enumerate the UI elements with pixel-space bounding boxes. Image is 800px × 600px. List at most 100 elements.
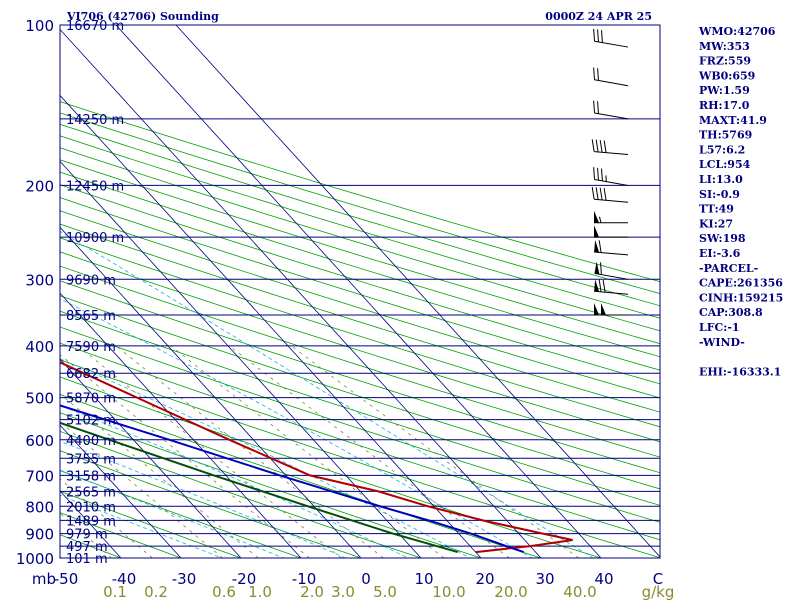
- wind-barb-staff: [594, 79, 629, 87]
- moist-adiabat: [60, 494, 224, 558]
- isotherm: [60, 94, 482, 558]
- mixing-ratio-tick-label: 10.0: [432, 583, 465, 600]
- isotherm: [60, 358, 242, 558]
- wind-barb-full: [593, 28, 596, 42]
- wind-barb-half: [599, 216, 602, 223]
- wind-barb-full: [597, 29, 599, 42]
- dry-adiabat: [60, 394, 543, 558]
- height-label: 1489 m: [66, 514, 116, 529]
- wind-barb-flag: [594, 261, 600, 275]
- temperature-tick-label: -30: [172, 570, 197, 588]
- pressure-tick-label: 400: [25, 338, 54, 356]
- height-label: 2565 m: [66, 485, 116, 500]
- stat-line: FRZ:559: [699, 55, 751, 68]
- parcel-line: [60, 404, 525, 554]
- mixing-ratio-tick-label: 5.0: [373, 583, 397, 600]
- wind-barb-full: [598, 279, 602, 292]
- wind-barb-full: [597, 101, 599, 114]
- moist-adiabat: [60, 440, 347, 558]
- stat-line: WMO:42706: [698, 25, 776, 38]
- temperature-tick-label: -40: [112, 570, 137, 588]
- wind-barb-staff: [594, 179, 629, 186]
- stat-line: EI:-3.6: [699, 247, 741, 260]
- stat-line: SI:-0.9: [699, 188, 740, 201]
- mixing-ratio-tick-label: 40.0: [563, 583, 596, 600]
- temperature-tick-label: C: [653, 570, 663, 588]
- dry-adiabat: [60, 430, 423, 558]
- height-label: 3755 m: [66, 452, 116, 467]
- stat-line: CINH:159215: [699, 291, 783, 304]
- mixing-ratio-tick-label: g/kg: [642, 583, 675, 600]
- plot-frame: [59, 24, 661, 559]
- isotherm: [175, 25, 660, 558]
- stat-line: -PARCEL-: [699, 262, 758, 275]
- stat-line: LCL:954: [699, 158, 751, 171]
- pressure-tick-label: 100: [25, 17, 54, 35]
- wind-barb-full: [593, 100, 596, 113]
- height-label: 3158 m: [66, 469, 116, 484]
- height-label: 101 m: [66, 552, 108, 567]
- dry-adiabat: [60, 265, 660, 458]
- height-label: 16670 m: [66, 19, 124, 34]
- dry-adiabat: [60, 123, 660, 307]
- temperature-tick-label: 20: [475, 570, 494, 588]
- temperature-tick-label: -20: [232, 570, 257, 588]
- moist-adiabat: [60, 404, 409, 558]
- dry-adiabat: [60, 210, 660, 399]
- wind-barbs: [591, 28, 629, 316]
- wind-barb-flag: [594, 210, 599, 223]
- pressure-tick-label: 200: [25, 177, 54, 195]
- height-label: 4400 m: [66, 434, 116, 449]
- moist-adiabat: [60, 358, 472, 558]
- height-label: 5870 m: [66, 392, 116, 407]
- dry-adiabat: [60, 412, 483, 558]
- temperature-tick-label: 30: [535, 570, 554, 588]
- dry-adiabat: [60, 342, 660, 541]
- isotherm: [60, 160, 422, 558]
- pressure-tick-label: 600: [25, 432, 54, 450]
- wind-barb-flag: [594, 279, 600, 292]
- wind-barb-full: [603, 140, 607, 153]
- stat-line: SW:198: [699, 232, 746, 245]
- dry-adiabat: [60, 135, 660, 319]
- mixing-ratio-tick-label: 3.0: [331, 583, 355, 600]
- height-label: 979 m: [66, 528, 108, 543]
- stat-line: MW:353: [699, 40, 750, 53]
- wind-barb-staff: [594, 290, 629, 295]
- stat-line: WB0:659: [698, 69, 755, 82]
- isotherm: [60, 28, 542, 558]
- stat-line: L57:6.2: [699, 143, 745, 156]
- wind-barb-full: [601, 168, 603, 181]
- chart-time: 0000Z 24 APR 25: [545, 10, 652, 23]
- temperature-line: [60, 361, 573, 554]
- height-label: 2010 m: [66, 500, 116, 515]
- dry-adiabat: [60, 159, 660, 345]
- wind-barb-full: [602, 279, 606, 293]
- stat-line: -WIND-: [699, 336, 745, 349]
- stat-line: RH:17.0: [699, 99, 750, 112]
- wind-barb-full: [597, 68, 599, 81]
- dry-adiabat: [60, 310, 660, 506]
- dry-adiabat: [60, 171, 660, 358]
- dry-adiabat: [60, 490, 243, 558]
- stat-line: LI:13.0: [699, 173, 743, 186]
- mixing-ratio-tick-label: 0.1: [103, 583, 127, 600]
- temperature-tick-label: 10: [414, 570, 433, 588]
- dry-adiabat: [60, 280, 660, 474]
- dry-adiabat: [60, 184, 660, 371]
- wind-barb-full: [593, 67, 596, 80]
- isobars: [60, 24, 660, 559]
- wind-barb-staff: [594, 40, 629, 48]
- mixing-ratio-tick-label: 0.2: [144, 583, 168, 600]
- wind-barb-full: [603, 187, 607, 201]
- dry-adiabat: [60, 237, 660, 428]
- dry-adiabat: [60, 197, 660, 385]
- pressure-tick-label: 1000: [16, 550, 54, 568]
- wind-barb-full: [599, 139, 603, 153]
- stat-line: TH:5769: [699, 129, 752, 142]
- stat-line: CAPE:261356: [699, 277, 783, 290]
